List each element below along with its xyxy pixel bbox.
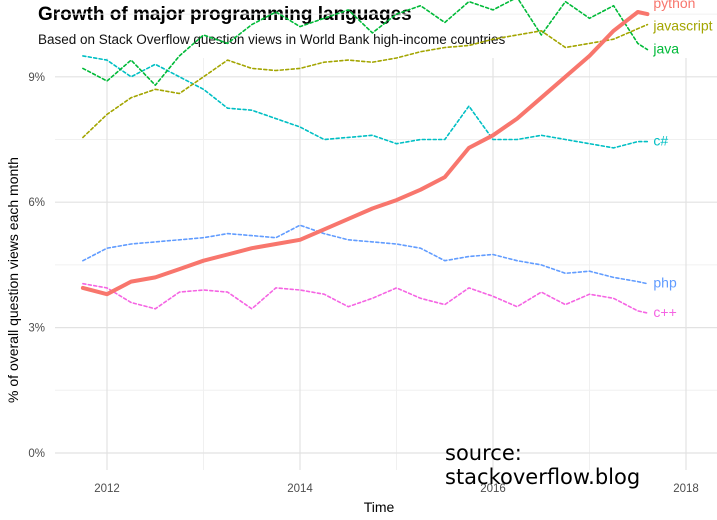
series-label-java: java <box>652 41 679 57</box>
series-labels: c# php c++ java javascript python <box>652 0 712 320</box>
series-line-csharp <box>82 55 649 149</box>
x-tick-label: 2018 <box>673 483 699 495</box>
source-note: source: stackoverflow.blog <box>445 441 641 489</box>
chart-subtitle: Based on Stack Overflow question views i… <box>38 32 506 47</box>
grid <box>55 13 717 470</box>
series-label-cplusplus: c++ <box>653 304 676 320</box>
series-label-javascript: javascript <box>652 18 712 34</box>
x-tick-label: 2012 <box>94 483 120 495</box>
series-line-cplusplus <box>82 282 649 314</box>
x-axis-title: Time <box>364 499 395 515</box>
series-label-python: python <box>653 0 695 11</box>
series-label-csharp: c# <box>653 133 668 149</box>
series-line-php <box>82 224 649 285</box>
series-label-php: php <box>653 275 677 291</box>
axis-ticks: 2012 2014 2016 2018 0% 3% 6% 9% <box>28 72 698 495</box>
series-line-javascript <box>82 23 649 139</box>
series-line-java <box>82 0 649 86</box>
series-lines <box>80 0 650 314</box>
y-tick-label: 9% <box>28 72 45 84</box>
y-tick-label: 6% <box>28 197 45 209</box>
series-line-python <box>80 10 650 297</box>
y-tick-label: 3% <box>28 323 45 335</box>
y-axis-title: % of overall question views each month <box>5 157 21 403</box>
y-tick-label: 0% <box>28 448 45 460</box>
x-tick-label: 2016 <box>480 483 506 495</box>
x-tick-label: 2014 <box>287 483 313 495</box>
